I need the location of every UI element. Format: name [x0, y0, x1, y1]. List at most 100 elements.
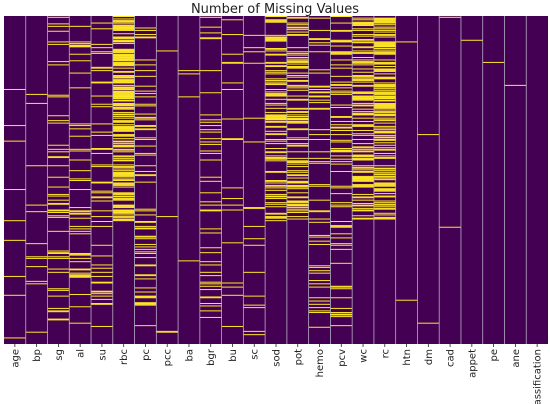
- missing-cell: [352, 41, 374, 43]
- missing-cell: [308, 92, 331, 94]
- missing-cell: [265, 171, 287, 173]
- missing-cell: [199, 143, 222, 145]
- missing-cell: [373, 204, 396, 206]
- missing-cell: [112, 174, 135, 176]
- missing-cell: [373, 114, 396, 116]
- missing-cell: [243, 295, 266, 297]
- missing-cell: [112, 211, 135, 213]
- missing-cell: [47, 318, 70, 320]
- missing-cell: [330, 141, 353, 143]
- missing-cell: [308, 91, 331, 93]
- missing-cell: [330, 312, 353, 314]
- missing-cell: [286, 145, 309, 147]
- missing-cell: [352, 125, 374, 127]
- missing-cell: [112, 113, 135, 115]
- heatmap-column-pcv: [330, 16, 353, 327]
- missing-cell: [112, 175, 135, 177]
- missing-cell: [373, 36, 396, 38]
- missing-cell: [112, 116, 135, 118]
- missing-cell: [91, 210, 113, 212]
- missing-cell: [308, 185, 331, 187]
- missing-cell: [373, 61, 396, 63]
- missing-cell: [156, 330, 179, 332]
- missing-cell: [199, 303, 222, 304]
- missing-cell: [134, 238, 157, 240]
- missing-cell: [330, 90, 353, 92]
- missing-cell: [47, 94, 70, 96]
- missing-cell: [286, 170, 309, 172]
- missing-cell: [112, 148, 135, 150]
- missing-cell: [286, 52, 309, 54]
- missing-cell: [221, 242, 244, 244]
- missing-cell: [265, 216, 287, 218]
- missing-cell: [112, 27, 135, 29]
- missing-cell: [308, 300, 331, 302]
- missing-cell: [91, 47, 113, 49]
- missing-cell: [265, 48, 287, 50]
- missing-cell: [308, 17, 331, 19]
- missing-cell: [352, 17, 374, 19]
- missing-cell: [47, 195, 70, 197]
- missing-cell: [199, 131, 222, 133]
- missing-cell: [330, 286, 353, 288]
- missing-cell: [265, 116, 287, 118]
- missing-cell: [330, 225, 353, 227]
- missing-cell: [91, 325, 113, 327]
- missing-cell: [47, 115, 70, 117]
- missing-cell: [243, 141, 266, 143]
- missing-cell: [112, 63, 135, 65]
- missing-cell: [330, 84, 353, 86]
- missing-cell: [352, 218, 374, 220]
- missing-cell: [25, 211, 48, 213]
- missing-cell: [91, 190, 113, 192]
- missing-cell: [112, 219, 135, 221]
- missing-cell: [134, 221, 157, 222]
- missing-cell: [69, 269, 92, 271]
- missing-cell: [373, 76, 396, 78]
- missing-cell: [134, 27, 157, 29]
- missing-cell: [286, 22, 309, 24]
- missing-cell: [91, 192, 113, 194]
- missing-cell: [112, 54, 135, 56]
- missing-cell: [265, 94, 287, 96]
- missing-cell: [373, 66, 396, 68]
- missing-cell: [91, 221, 113, 222]
- missing-cell: [91, 51, 113, 53]
- missing-cell: [286, 80, 309, 82]
- missing-cell: [112, 41, 135, 43]
- missing-cell: [330, 126, 353, 128]
- missing-cell: [91, 182, 113, 184]
- missing-cell: [265, 34, 287, 36]
- missing-cell: [243, 117, 266, 119]
- missing-cell: [352, 147, 374, 149]
- missing-cell: [112, 33, 135, 35]
- missing-cell: [286, 143, 309, 145]
- missing-cell: [373, 120, 396, 122]
- missing-cell: [221, 138, 244, 140]
- missing-cell: [352, 180, 374, 182]
- missing-cell: [112, 140, 135, 142]
- missing-cell: [112, 64, 135, 66]
- missing-cell: [286, 201, 309, 203]
- missing-cell: [112, 55, 135, 57]
- missing-cell: [91, 148, 113, 150]
- missing-cell: [352, 92, 374, 94]
- missing-cell: [352, 25, 374, 27]
- x-tick-label: ane: [511, 349, 522, 368]
- missing-cell: [373, 99, 396, 101]
- x-tick-label: dm: [424, 349, 435, 365]
- missing-cell: [221, 62, 244, 64]
- heatmap-column-hemo: [308, 17, 331, 328]
- missing-cell: [373, 34, 396, 36]
- missing-cell: [286, 34, 309, 36]
- missing-cell: [47, 148, 70, 150]
- heatmap-column-sg: [47, 16, 70, 321]
- missing-cell: [134, 29, 157, 31]
- missing-cell: [243, 34, 266, 36]
- missing-cell: [134, 214, 157, 216]
- missing-cell: [112, 166, 135, 168]
- missing-cell: [373, 77, 396, 79]
- missing-cell: [352, 125, 374, 127]
- missing-cell: [47, 211, 70, 213]
- missing-cell: [91, 66, 113, 68]
